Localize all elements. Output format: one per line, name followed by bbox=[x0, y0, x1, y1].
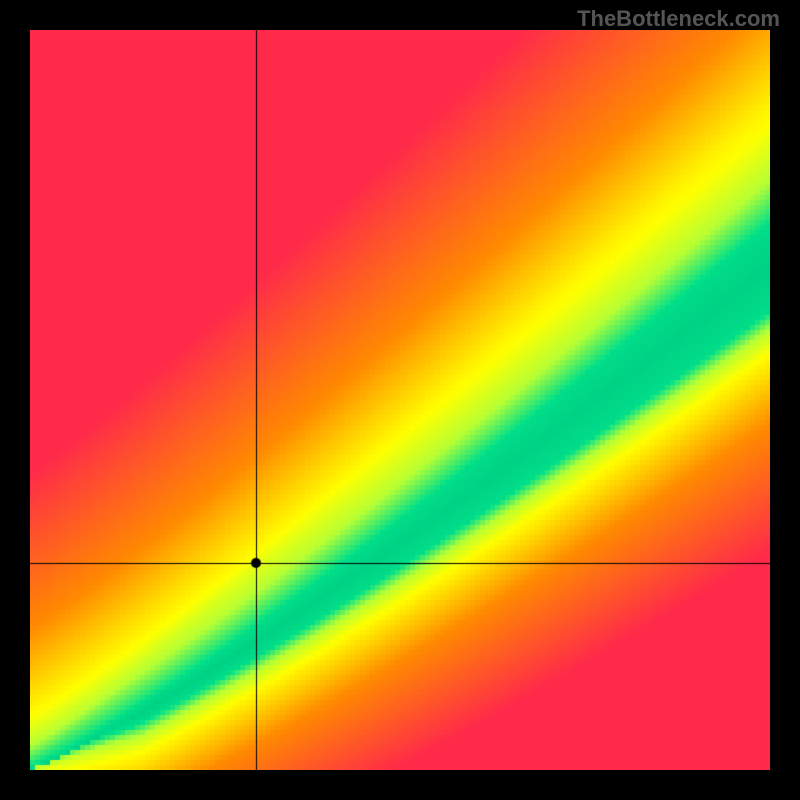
bottleneck-heatmap bbox=[30, 30, 770, 770]
watermark-text: TheBottleneck.com bbox=[577, 6, 780, 32]
chart-frame: TheBottleneck.com bbox=[0, 0, 800, 800]
heatmap-canvas bbox=[30, 30, 770, 770]
